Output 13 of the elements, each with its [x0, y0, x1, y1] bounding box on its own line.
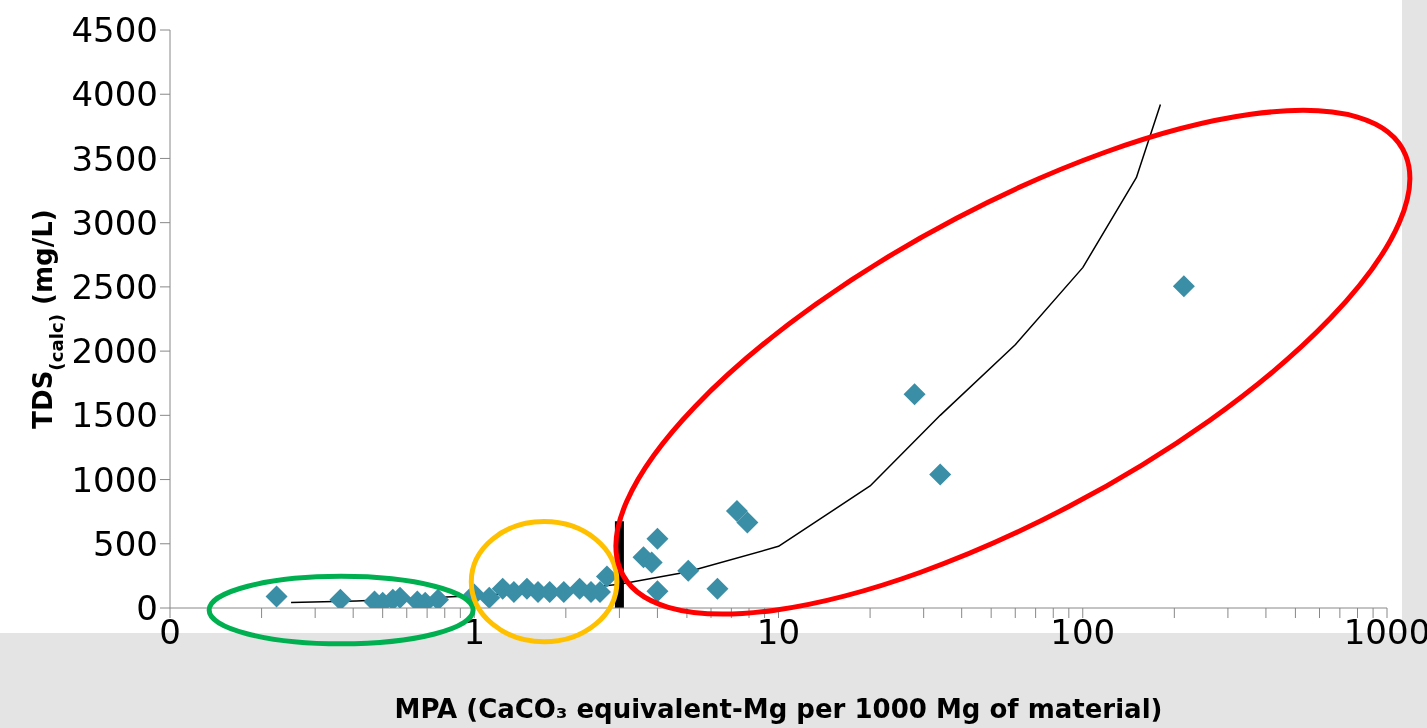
x-tick-label: 1 [463, 612, 486, 653]
y-tick-label: 3500 [71, 138, 158, 179]
y-tick-label: 1500 [71, 395, 158, 436]
y-tick-label: 2500 [71, 266, 158, 307]
y-tick-label: 4500 [71, 10, 158, 51]
y-tick-label: 1000 [71, 459, 158, 500]
y-tick-label: 2000 [71, 331, 158, 372]
y-tick-label: 500 [93, 523, 158, 564]
x-axis-title: MPA (CaCO₃ equivalent-Mg per 1000 Mg of material) [394, 694, 1163, 724]
y-tick-label: 3000 [71, 202, 158, 243]
x-tick-label: 10 [756, 612, 801, 653]
x-tick-label: 100 [1050, 612, 1116, 653]
y-tick-label: 4000 [71, 74, 158, 115]
